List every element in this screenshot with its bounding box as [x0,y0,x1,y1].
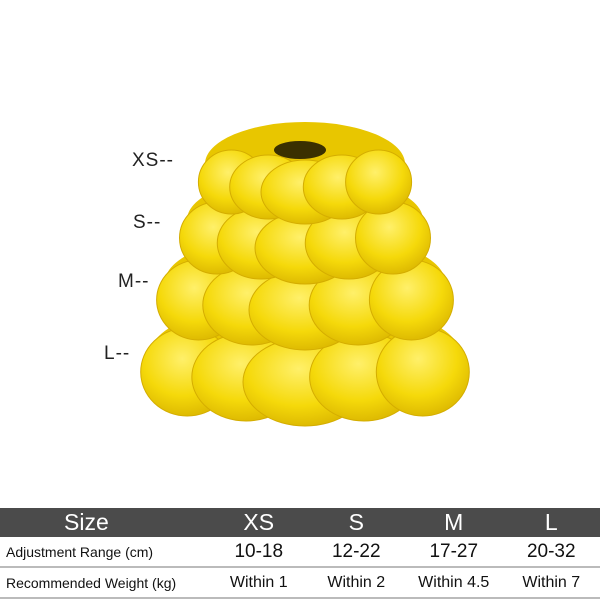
cell: 12-22 [331,540,381,562]
cell: 10-18 [234,540,284,562]
header-xs: XS [243,509,275,535]
collar-opening [274,141,326,159]
size-marker-m: M-- [118,271,150,292]
cell: 17-27 [429,540,479,562]
row-label: Recommended Weight (kg) [6,574,177,591]
table-row-adjustment-range: Adjustment Range (cm) 10-18 12-22 17-27 … [0,537,600,568]
header-l: L [544,509,558,535]
size-marker-xs: XS-- [132,150,174,171]
header-m: M [444,509,464,535]
row-label: Adjustment Range (cm) [6,543,154,560]
cell: Within 7 [522,573,581,591]
size-marker-l: L-- [104,343,131,364]
cell: Within 2 [327,573,386,591]
header-s: S [348,509,364,535]
product-image: XS-- S-- M-- L-- [104,122,470,427]
cell: Within 1 [229,573,288,591]
size-chart-header: Size XS S M L [0,508,600,537]
size-chart: Size XS S M L Adjustment Range (cm) 10-1… [0,508,600,599]
cell: 20-32 [526,540,576,562]
size-marker-s: S-- [133,212,162,233]
collar-stack-illustration [140,122,470,427]
cell: Within 4.5 [418,573,490,591]
ring-xs [197,122,413,225]
header-size: Size [64,509,109,535]
table-row-recommended-weight: Recommended Weight (kg) Within 1 Within … [0,568,600,599]
